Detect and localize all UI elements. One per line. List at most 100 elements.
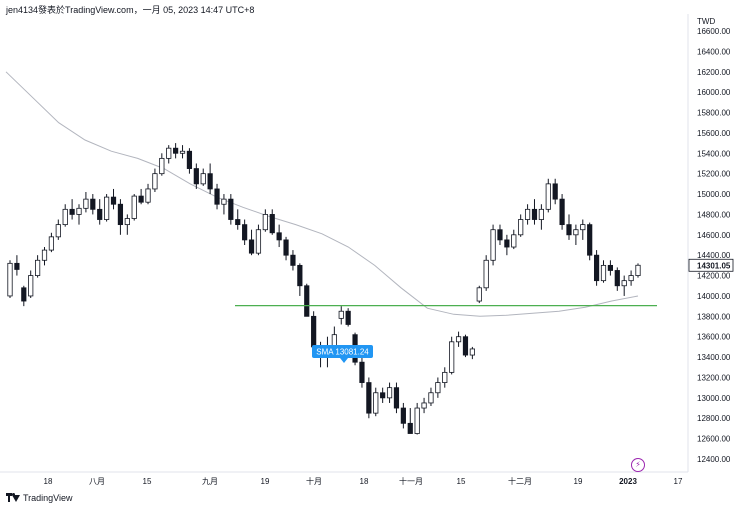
- candle-body: [600, 264, 607, 282]
- candle: [7, 260, 13, 298]
- candle: [407, 408, 413, 434]
- candle: [435, 377, 441, 398]
- candle-body: [173, 147, 179, 154]
- candle-body: [255, 229, 262, 254]
- candle: [587, 222, 593, 261]
- candle: [469, 346, 475, 360]
- candle: [269, 209, 275, 235]
- price-axis[interactable]: 12400.00 12600.00 12800.00 13000.00 13200.00…: [697, 17, 731, 464]
- candle: [538, 204, 544, 230]
- candle: [262, 209, 268, 232]
- candle: [373, 387, 379, 417]
- candle-body: [573, 229, 579, 236]
- chart-grid: [0, 14, 689, 473]
- candle-body: [511, 234, 517, 248]
- candle: [248, 229, 255, 256]
- candle-body: [110, 196, 117, 205]
- last-price-label: 14301.05: [697, 261, 731, 270]
- brand-name: TradingView: [23, 493, 73, 503]
- candle: [421, 397, 427, 414]
- price-tick-label: 12800.00: [697, 414, 731, 423]
- currency-label: TWD: [697, 17, 715, 26]
- candle-body: [290, 254, 296, 266]
- price-tick-label: 13000.00: [697, 394, 731, 403]
- price-tick-label: 12400.00: [697, 455, 731, 464]
- candle-body: [414, 407, 420, 434]
- candle: [290, 250, 296, 271]
- candle: [338, 306, 344, 325]
- candle: [235, 209, 241, 230]
- candle: [524, 204, 531, 225]
- time-tick-label: 19: [574, 477, 583, 486]
- candle-body: [7, 262, 13, 297]
- time-tick-label: 九月: [202, 477, 218, 486]
- price-tick-label: 13400.00: [697, 353, 731, 362]
- candle: [366, 377, 372, 419]
- candle: [580, 219, 586, 240]
- candle-body: [497, 229, 503, 241]
- candle: [193, 163, 199, 189]
- candle-body: [538, 208, 544, 220]
- candle: [207, 163, 213, 195]
- candle-body: [207, 173, 213, 190]
- time-axis[interactable]: 18 八月 15 九月 19 十月 18 十一月 15 十二月 19 2023 17: [44, 476, 683, 486]
- candle-body: [552, 183, 558, 200]
- candle-body: [179, 150, 186, 154]
- time-tick-label: 19: [261, 477, 270, 486]
- price-tick-label: 15200.00: [697, 170, 731, 179]
- candle: [607, 260, 613, 276]
- price-tick-label: 15400.00: [697, 149, 731, 158]
- candle-body: [41, 249, 48, 261]
- candle: [386, 382, 393, 403]
- time-tick-label: 18: [44, 477, 53, 486]
- candle-body: [400, 407, 406, 424]
- sma-polyline: [5, 71, 639, 317]
- candle: [635, 263, 641, 278]
- candle: [21, 285, 27, 307]
- price-tick-label: 15800.00: [697, 109, 731, 118]
- candle: [455, 331, 462, 347]
- candle: [497, 224, 503, 245]
- candle: [559, 194, 565, 230]
- candle: [393, 382, 400, 414]
- candle: [545, 178, 551, 213]
- candle: [490, 224, 496, 266]
- candle: [628, 270, 634, 286]
- candle-body: [186, 150, 193, 169]
- sma-line: [5, 71, 639, 317]
- price-tick-label: 13600.00: [697, 333, 731, 342]
- candle: [228, 194, 234, 225]
- candle-body: [48, 236, 55, 251]
- candle: [48, 232, 55, 253]
- candle: [166, 145, 172, 164]
- candle-body: [421, 402, 427, 409]
- candle: [214, 183, 220, 210]
- price-tick-label: 16200.00: [697, 68, 731, 77]
- lightning-icon[interactable]: ⚡: [631, 458, 645, 472]
- candle-body: [628, 275, 634, 282]
- candle-body: [235, 219, 241, 226]
- candle-body: [242, 224, 248, 241]
- candle: [124, 214, 130, 235]
- candle-body: [28, 275, 34, 297]
- candle: [600, 260, 607, 283]
- candle: [35, 255, 41, 278]
- candlestick-chart[interactable]: 14301.05 SMA 13081.24 12400.00 12600.00 128…: [0, 0, 740, 490]
- candle: [518, 214, 524, 237]
- candle-body: [524, 208, 531, 220]
- price-tick-label: 14400.00: [697, 251, 731, 260]
- candle: [359, 357, 365, 388]
- candle-body: [449, 341, 455, 373]
- candle-body: [373, 392, 379, 414]
- candle: [297, 263, 303, 296]
- candle-body: [214, 188, 220, 205]
- candle-body: [428, 392, 434, 404]
- candle: [131, 194, 137, 221]
- candle: [462, 334, 469, 358]
- candle: [400, 402, 406, 429]
- candle-body: [531, 208, 538, 220]
- candle-body: [545, 183, 551, 210]
- candle: [304, 283, 310, 317]
- candle-body: [407, 422, 413, 434]
- time-tick-label: 十月: [306, 476, 322, 486]
